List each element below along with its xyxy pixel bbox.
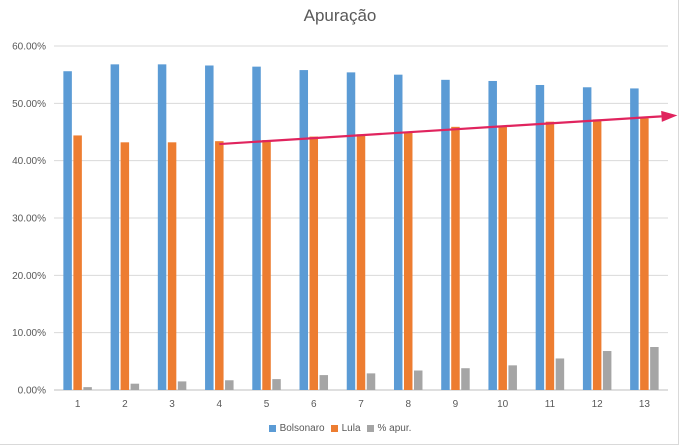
x-tick-label: 1 (75, 399, 81, 410)
bar-apur (177, 381, 187, 390)
bar-bolsonaro (582, 87, 592, 390)
bar-lula (545, 121, 555, 391)
bar-lula (73, 135, 82, 390)
trend-arrow-head (661, 110, 678, 122)
legend-label: % apur. (377, 423, 412, 434)
bar-lula (403, 132, 413, 390)
bar-lula (120, 142, 130, 390)
chart-legend: Bolsonaro Lula % apur. (0, 423, 680, 435)
y-tick-label: 20.00% (12, 271, 46, 282)
legend-label: Lula (341, 423, 361, 434)
bar-bolsonaro (346, 72, 356, 390)
y-tick-label: 10.00% (12, 328, 46, 339)
bar-bolsonaro (63, 71, 72, 390)
bar-apur (319, 375, 329, 390)
bar-lula (640, 118, 649, 391)
bar-bolsonaro (441, 79, 450, 391)
legend-item: Bolsonaro (268, 423, 325, 434)
bar-bolsonaro (110, 64, 120, 390)
bar-apur (130, 383, 140, 390)
y-tick-label: 40.00% (12, 156, 46, 167)
legend-item: Lula (330, 423, 361, 434)
bar-lula (262, 140, 271, 390)
bar-bolsonaro (488, 80, 497, 391)
x-tick-label: 7 (358, 399, 364, 410)
bar-bolsonaro (252, 66, 261, 390)
bar-apur (602, 351, 612, 390)
bar-lula (498, 125, 507, 391)
x-tick-label: 3 (169, 399, 175, 410)
bar-bolsonaro (630, 88, 639, 390)
x-tick-label: 2 (122, 399, 128, 410)
legend-label: Bolsonaro (279, 423, 325, 434)
bar-lula (356, 134, 366, 390)
bar-bolsonaro (535, 84, 545, 390)
trend-arrow-line (219, 115, 662, 146)
legend-swatch (366, 425, 374, 432)
bar-apur (272, 379, 281, 390)
bar-bolsonaro (157, 64, 167, 390)
legend-swatch (330, 425, 338, 432)
bar-apur (413, 370, 423, 390)
x-tick-label: 12 (592, 399, 604, 410)
x-tick-label: 9 (453, 399, 459, 410)
bar-apur (366, 373, 376, 390)
x-tick-label: 5 (264, 399, 270, 410)
y-tick-label: 30.00% (12, 214, 46, 225)
y-tick-label: 50.00% (12, 99, 46, 110)
y-tick-label: 0.00% (18, 386, 46, 397)
y-tick-label: 60.00% (12, 42, 46, 53)
x-tick-label: 6 (311, 399, 317, 410)
bar-apur (225, 380, 234, 390)
bar-apur (461, 368, 470, 390)
bar-bolsonaro (205, 65, 214, 390)
x-tick-label: 13 (639, 399, 651, 410)
bar-lula (592, 119, 602, 391)
bar-bolsonaro (299, 70, 309, 390)
bar-bolsonaro (393, 74, 403, 391)
bar-lula (309, 136, 319, 390)
bar-apur (555, 358, 565, 390)
legend-swatch (268, 425, 276, 432)
legend-item: % apur. (366, 423, 412, 434)
x-tick-label: 11 (545, 399, 556, 410)
bar-lula (451, 126, 460, 390)
x-tick-label: 10 (497, 399, 509, 410)
x-tick-label: 8 (405, 399, 411, 410)
bar-apur (650, 347, 659, 390)
bar-apur (508, 365, 517, 390)
bar-lula (215, 141, 224, 390)
bar-lula (167, 142, 177, 390)
x-tick-label: 4 (217, 399, 223, 410)
chart-title: Apuração (303, 6, 377, 25)
bar-apur (83, 387, 92, 390)
